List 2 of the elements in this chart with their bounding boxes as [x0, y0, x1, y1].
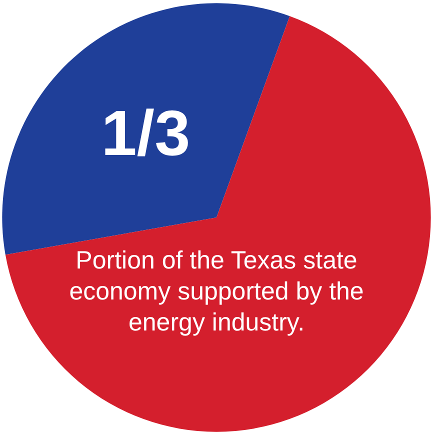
- data-label: 1/3: [101, 97, 190, 170]
- text: Portion of the Texas state economy supported by the energy industry.: [69, 246, 364, 336]
